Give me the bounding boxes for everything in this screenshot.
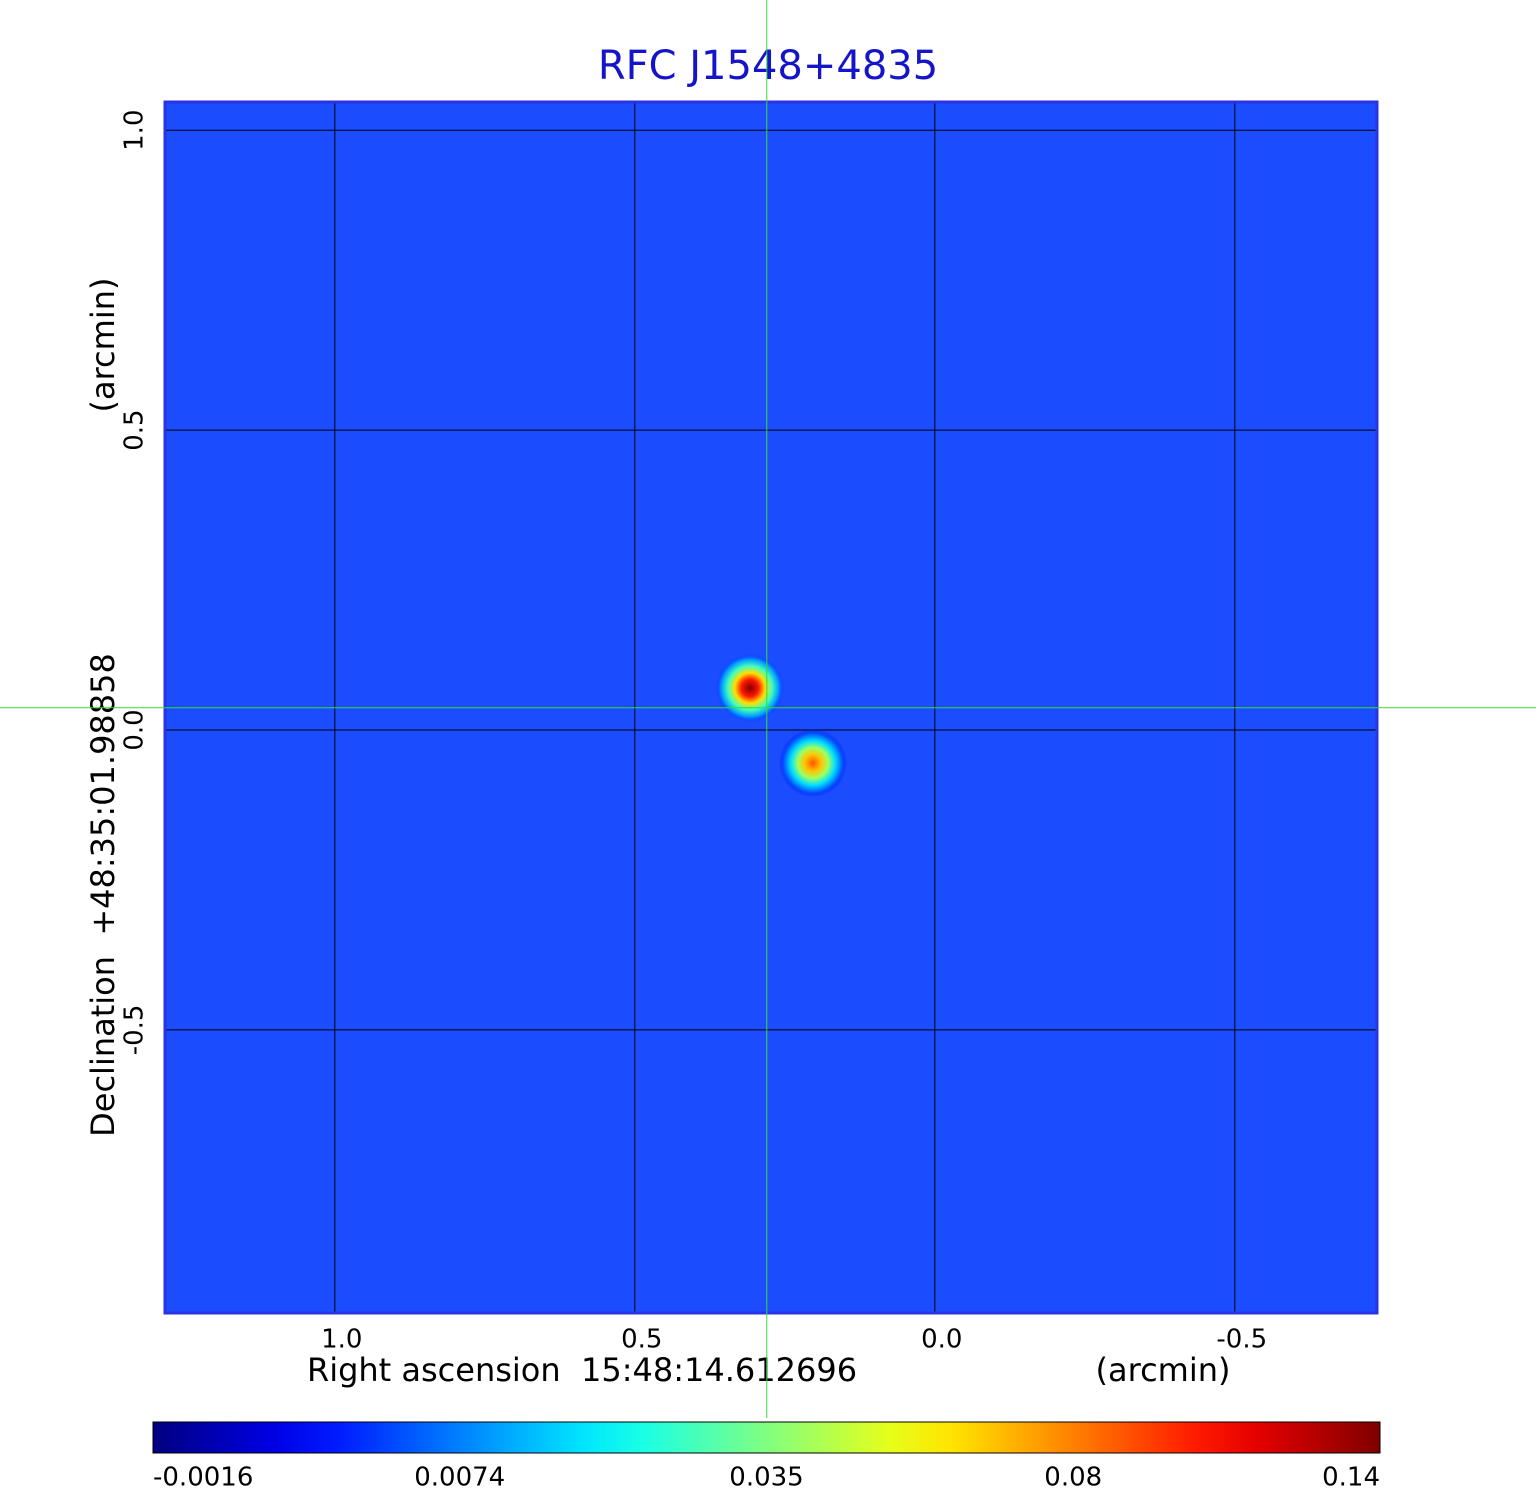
x-tick-label: 0.5 [621,1325,662,1355]
x-tick-label: 1.0 [321,1325,362,1355]
colorbar-tick-label: 0.0074 [414,1463,505,1493]
x-tick-label: 0.0 [921,1325,962,1355]
source [779,728,847,797]
y-axis-label: Declination +48:35:01.98858 [84,653,122,1137]
y-tick-label: -0.5 [120,1005,150,1056]
x-axis-unit: (arcmin) [1096,1351,1231,1389]
chart-title: RFC J1548+4835 [598,43,938,89]
y-tick-label: 0.0 [120,709,150,750]
x-axis-label: Right ascension 15:48:14.612696 [307,1351,857,1389]
colorbar-tick-label: 0.08 [1044,1463,1102,1493]
colorbar-tick-label: -0.0016 [153,1463,253,1493]
x-tick-label: -0.5 [1216,1325,1267,1355]
y-tick-label: 1.0 [120,110,150,151]
y-tick-label: 0.5 [120,409,150,450]
colorbar-tick-label: 0.035 [729,1463,803,1493]
source [716,654,784,723]
y-axis-unit: (arcmin) [84,278,122,413]
colorbar [152,1421,1381,1454]
colorbar-tick-label: 0.14 [1322,1463,1380,1493]
